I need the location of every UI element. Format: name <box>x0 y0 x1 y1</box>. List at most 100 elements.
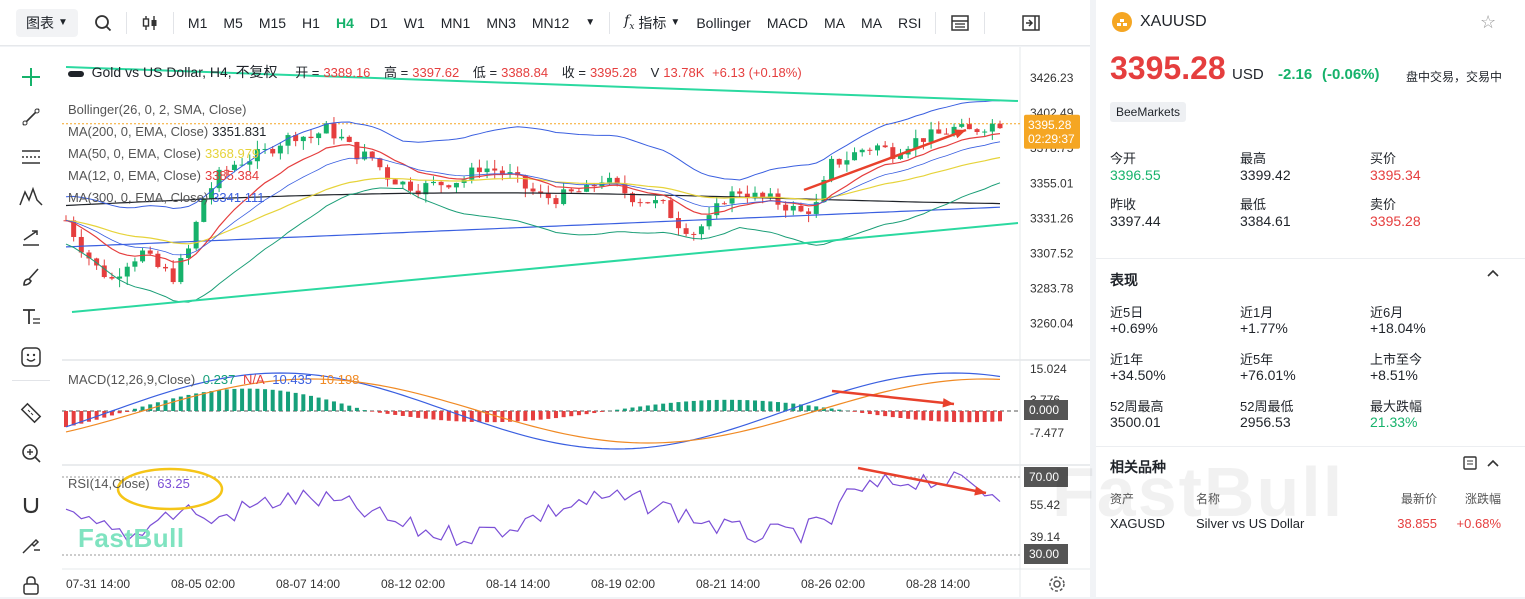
macd-bar <box>332 401 336 411</box>
macd-bar <box>860 411 864 413</box>
timeframe-mn3[interactable]: MN3 <box>478 9 524 37</box>
performance-label: 近5日 <box>1110 302 1143 321</box>
indicators-label: 指标 <box>638 13 666 33</box>
ma200-value: 3351.831 <box>212 124 266 139</box>
timeframe-w1[interactable]: W1 <box>396 9 433 37</box>
macd-bar <box>952 411 956 422</box>
timeframe-m15[interactable]: M15 <box>251 9 294 37</box>
favorite-star-icon[interactable]: ☆ <box>1480 12 1496 33</box>
indicator-rsi-4[interactable]: RSI <box>890 9 929 37</box>
pattern-icon[interactable] <box>17 183 45 211</box>
indicator-ma-3[interactable]: MA <box>853 9 890 37</box>
indicator-macd-1[interactable]: MACD <box>759 9 816 37</box>
indicators-button[interactable]: fx 指标 ▼ <box>616 9 688 37</box>
timeframe-d1[interactable]: D1 <box>362 9 396 37</box>
candle-body <box>921 138 926 142</box>
crosshair-icon[interactable] <box>17 63 45 91</box>
timeframe-h1[interactable]: H1 <box>294 9 328 37</box>
candle-body <box>668 200 673 218</box>
legend-volume: 13.78K <box>663 65 704 80</box>
macd-bar <box>853 411 857 412</box>
macd-line-value: 10.435 <box>272 372 312 387</box>
candle-body <box>760 193 765 197</box>
candle-body <box>531 189 536 192</box>
projection-icon[interactable] <box>17 223 45 251</box>
candlestick-type-icon[interactable] <box>133 9 167 37</box>
more-timeframes-chevron-icon[interactable]: ▼ <box>577 9 603 37</box>
candle-body <box>561 189 566 204</box>
macd-bar <box>684 401 688 411</box>
text-tool-icon[interactable] <box>17 303 45 331</box>
macd-bar <box>278 391 282 411</box>
candle-body <box>308 137 313 138</box>
performance-value: +18.04% <box>1370 320 1426 336</box>
stat-label: 卖价 <box>1370 194 1396 213</box>
macd-bar <box>914 411 918 420</box>
macd-bar <box>424 411 428 419</box>
hide-drawings-icon[interactable] <box>17 531 45 559</box>
chart-settings-icon[interactable] <box>1048 575 1066 593</box>
related-change: +0.68% <box>1457 516 1501 531</box>
macd-na-value: N/A <box>243 372 265 387</box>
legend-change: +6.13 (+0.18%) <box>712 65 802 80</box>
timeframe-h4[interactable]: H4 <box>328 9 362 37</box>
legend-close-label: 收 = <box>562 65 586 80</box>
horizontal-lines-icon[interactable] <box>17 143 45 171</box>
indicator-ma-2[interactable]: MA <box>816 9 853 37</box>
magnet-icon[interactable] <box>17 491 45 519</box>
list-icon[interactable] <box>1462 455 1478 474</box>
candle-body <box>569 189 574 191</box>
macd-bar <box>776 402 780 411</box>
candle-body <box>492 169 497 171</box>
price-axis-label: 3307.52 <box>1030 247 1074 261</box>
macd-bar <box>516 411 520 421</box>
current-price-tag-text: 3395.28 <box>1028 118 1072 132</box>
chart-area[interactable]: 3426.233402.493378.753355.013331.263307.… <box>62 47 1090 597</box>
broker-badge[interactable]: BeeMarkets <box>1110 102 1186 122</box>
brush-icon[interactable] <box>17 263 45 291</box>
candle-body <box>431 182 436 183</box>
macd-bar <box>301 394 305 411</box>
lock-icon[interactable] <box>17 571 45 599</box>
candle-body <box>653 200 658 203</box>
legend-low: 3388.84 <box>501 65 548 80</box>
macd-bar <box>286 392 290 411</box>
indicator-bollinger-0[interactable]: Bollinger <box>688 9 758 37</box>
timeframe-m1[interactable]: M1 <box>180 9 215 37</box>
performance-value: +1.77% <box>1240 320 1288 336</box>
candle-body <box>699 226 704 234</box>
candle-body <box>553 198 558 204</box>
macd-bar <box>409 411 413 417</box>
zoom-in-icon[interactable] <box>17 439 45 467</box>
trend-line-icon[interactable] <box>17 103 45 131</box>
chart-menu-dropdown[interactable]: 图表 ▼ <box>16 9 78 37</box>
collapse-chevron-icon[interactable] <box>1486 266 1500 283</box>
quote-symbol: XAUUSD <box>1140 13 1207 31</box>
macd-bar <box>676 402 680 411</box>
drawing-tools-sidebar <box>0 47 62 597</box>
emoji-icon[interactable] <box>17 343 45 371</box>
legend-high-label: 高 = <box>384 65 408 80</box>
macd-bar <box>990 411 994 422</box>
gold-symbol-icon <box>1112 12 1132 32</box>
collapse-panel-icon[interactable] <box>1013 9 1049 37</box>
ruler-icon[interactable] <box>17 399 45 427</box>
timeframe-m5[interactable]: M5 <box>215 9 250 37</box>
layout-template-icon[interactable] <box>942 9 978 37</box>
timeframe-mn12[interactable]: MN12 <box>524 9 577 37</box>
candle-body <box>684 228 689 234</box>
macd-bar <box>401 411 405 416</box>
candle-body <box>967 124 972 129</box>
macd-bar <box>370 411 374 412</box>
macd-bar <box>309 396 313 411</box>
legend-ma200: MA(200, 0, EMA, Close)3351.831 <box>68 124 270 139</box>
candle-body <box>316 133 321 138</box>
candle-body <box>339 137 344 139</box>
stat-value: 3395.34 <box>1370 167 1421 183</box>
collapse-chevron-icon[interactable] <box>1486 456 1500 473</box>
search-icon[interactable] <box>86 9 120 37</box>
candle-body <box>331 123 336 138</box>
timeframe-mn1[interactable]: MN1 <box>433 9 479 37</box>
candle-body <box>408 182 413 191</box>
candle-body <box>860 150 865 152</box>
